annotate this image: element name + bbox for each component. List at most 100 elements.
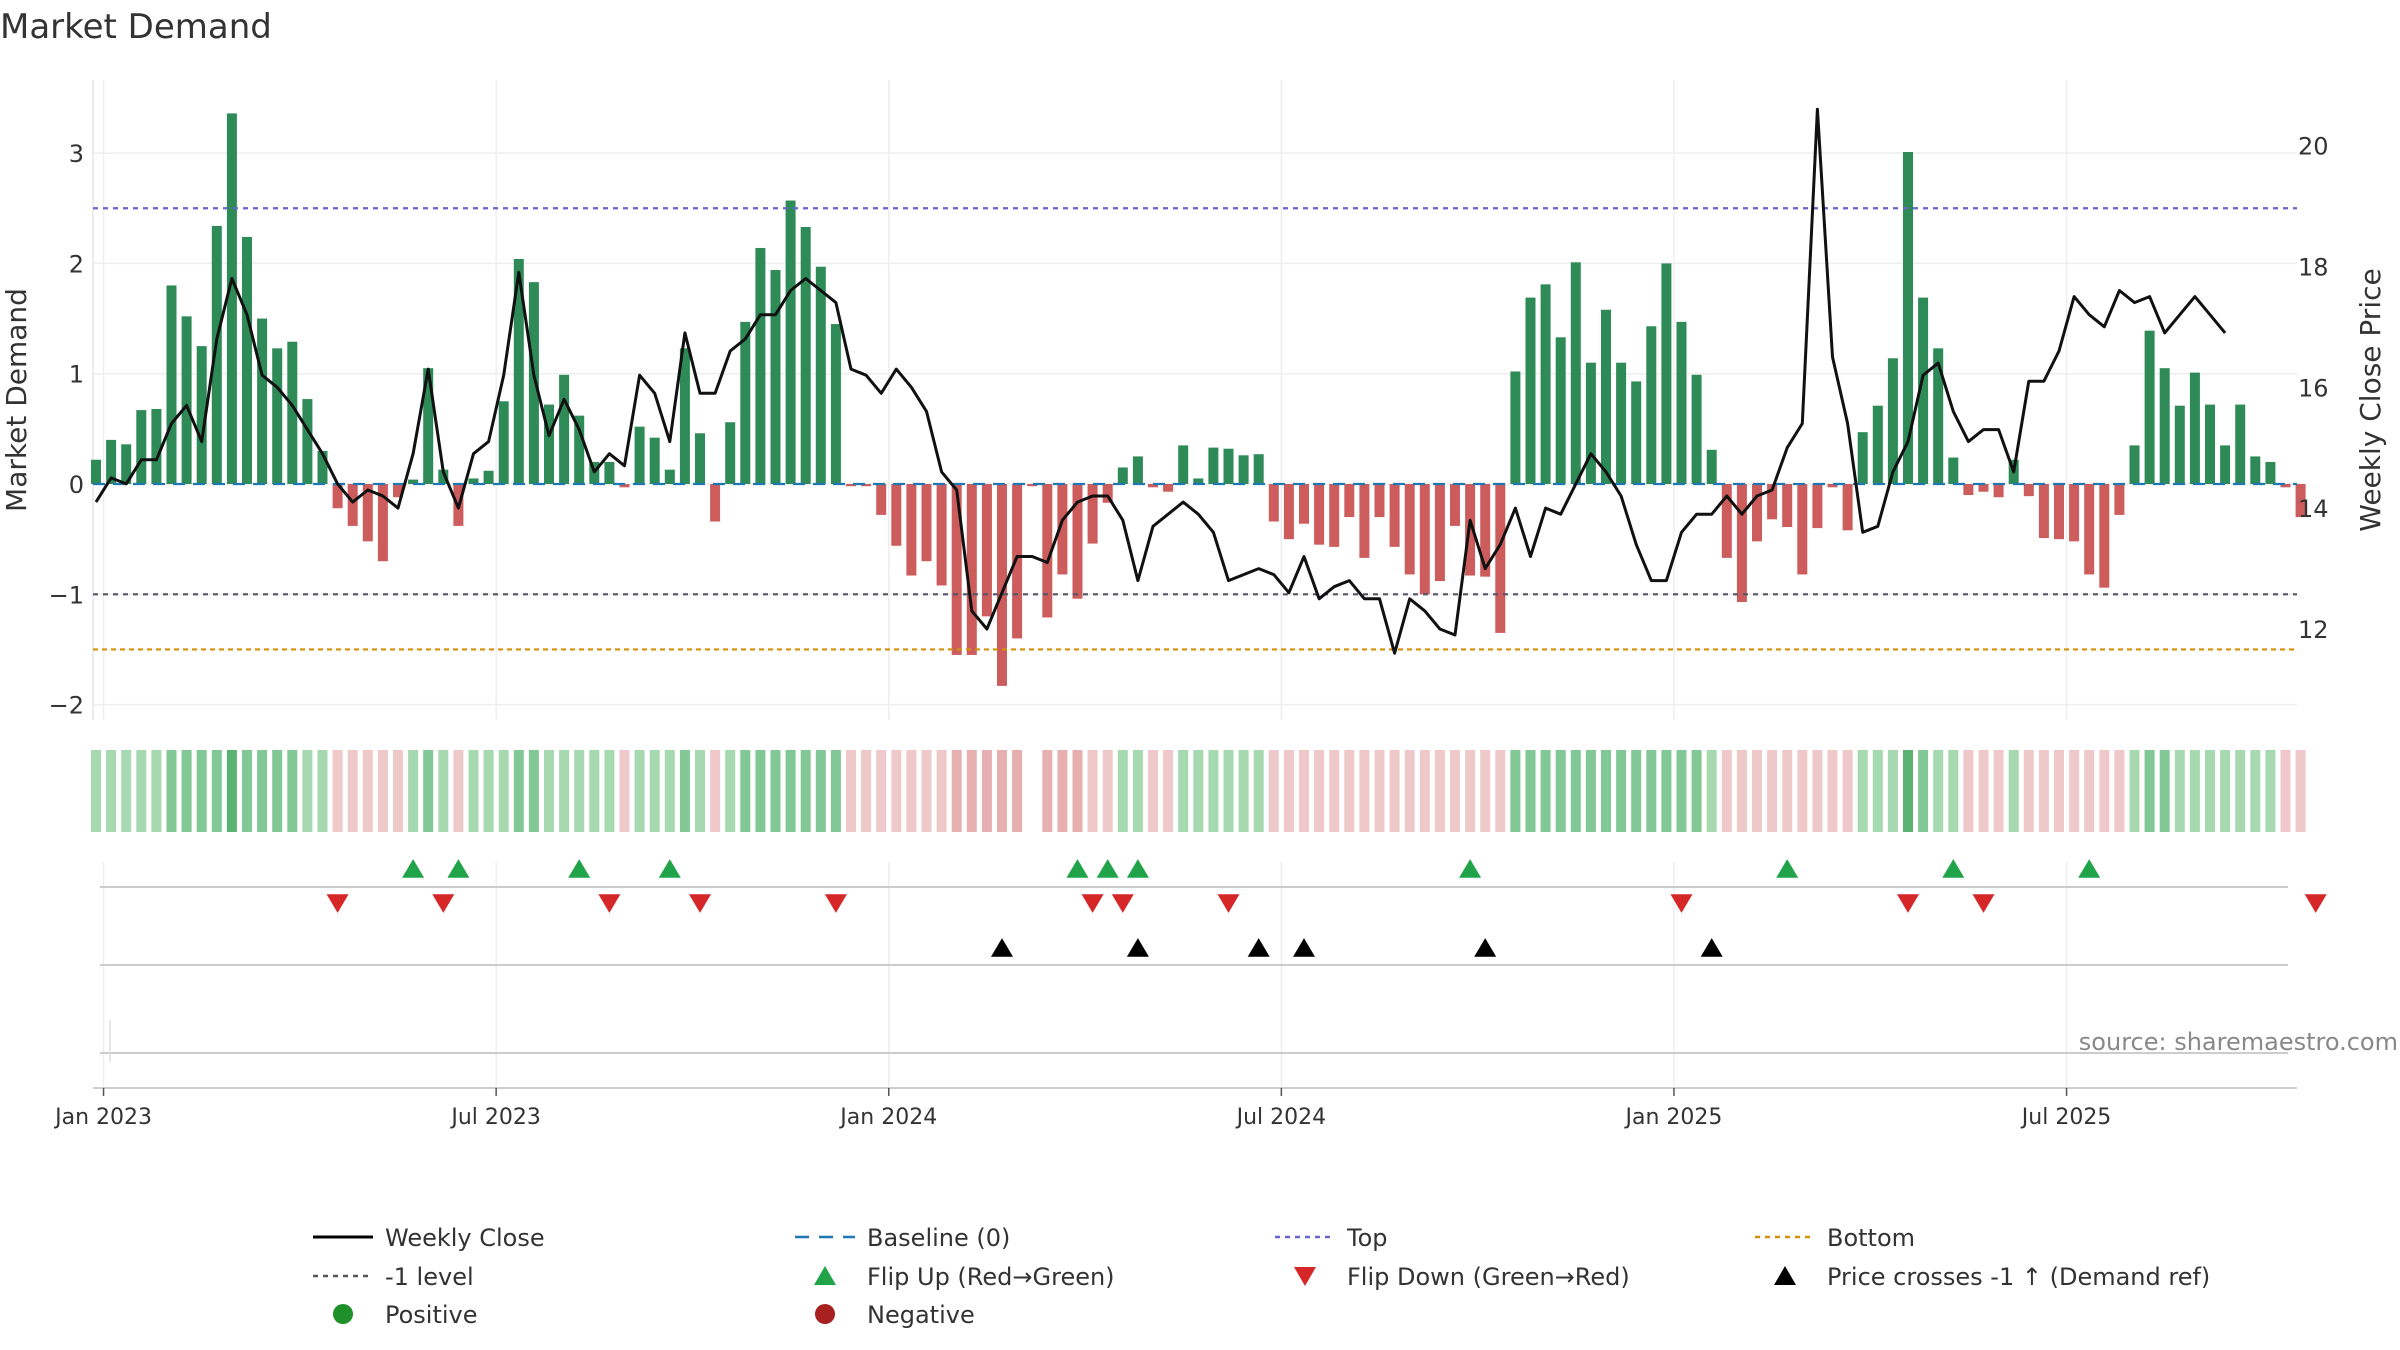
negative-bar bbox=[362, 484, 373, 542]
strip-cell bbox=[423, 750, 434, 832]
strip-cell bbox=[257, 750, 268, 832]
flip-up-marker bbox=[1776, 859, 1799, 878]
strip-cell bbox=[1102, 750, 1113, 832]
positive-bar bbox=[755, 247, 766, 484]
negative-bar bbox=[2038, 484, 2049, 539]
negative-bar bbox=[1978, 484, 1989, 492]
strip-cell bbox=[211, 750, 222, 832]
positive-bar bbox=[1903, 151, 1913, 484]
y-axis-label: Market Demand bbox=[0, 288, 33, 512]
strip-cell bbox=[1661, 750, 1672, 832]
legend-label: Baseline (0) bbox=[867, 1224, 1010, 1252]
positive-bar bbox=[1601, 309, 1611, 484]
flip-down-marker bbox=[432, 894, 455, 913]
strip-cell bbox=[1510, 750, 1521, 832]
strip-cell bbox=[1616, 750, 1627, 832]
negative-bar bbox=[997, 484, 1007, 686]
legend-label: Positive bbox=[385, 1301, 478, 1329]
price-cross-marker bbox=[991, 938, 1013, 957]
strip-cell bbox=[2205, 750, 2215, 832]
strip-cell bbox=[1933, 750, 1944, 832]
positive-bar bbox=[1857, 432, 1868, 484]
strip-cell bbox=[347, 750, 358, 832]
positive-bar bbox=[785, 200, 796, 485]
legend-item: Flip Up (Red→Green) bbox=[814, 1263, 1115, 1291]
positive-bar bbox=[1706, 449, 1717, 484]
negative-bar bbox=[1329, 484, 1340, 547]
strip-cell bbox=[876, 750, 887, 832]
strip-cell bbox=[906, 750, 917, 832]
x-tick-label: Jul 2024 bbox=[1235, 1105, 1327, 1130]
strip-cell bbox=[997, 750, 1007, 832]
strip-cell bbox=[302, 750, 313, 832]
strip-cell bbox=[634, 750, 645, 832]
negative-bar bbox=[1480, 484, 1491, 577]
positive-bar bbox=[483, 470, 494, 484]
strip-cell bbox=[1585, 750, 1596, 832]
positive-bar bbox=[498, 401, 509, 484]
strip-cell bbox=[1601, 750, 1611, 832]
positive-bar bbox=[302, 399, 313, 484]
strip-cell bbox=[151, 750, 162, 832]
strip-cell bbox=[1752, 750, 1762, 832]
positive-bar bbox=[559, 374, 570, 484]
positive-bar bbox=[815, 266, 826, 484]
negative-bar bbox=[1072, 484, 1083, 599]
price-cross-marker bbox=[1247, 938, 1270, 957]
positive-bar bbox=[2205, 404, 2215, 484]
positive-bar bbox=[317, 450, 328, 484]
strip-cell bbox=[649, 750, 660, 832]
flip-down-marker bbox=[1081, 894, 1104, 913]
legend-item: Flip Down (Green→Red) bbox=[1294, 1263, 1630, 1291]
strip-cell bbox=[2265, 750, 2276, 832]
positive-bar bbox=[770, 270, 781, 484]
y-tick-label: 3 bbox=[69, 140, 84, 168]
demand-bars bbox=[91, 113, 2306, 686]
legend-item: Top bbox=[1275, 1224, 1388, 1252]
negative-bar bbox=[2295, 484, 2306, 518]
strip-cell bbox=[1872, 750, 1883, 832]
strip-cell bbox=[1993, 750, 2004, 832]
strip-cell bbox=[1540, 750, 1551, 832]
negative-bar bbox=[1087, 484, 1098, 544]
positive-bar bbox=[1948, 457, 1959, 484]
flip-down-markers bbox=[326, 894, 2327, 913]
negative-bar bbox=[1434, 484, 1445, 582]
strip-cell bbox=[91, 750, 101, 832]
strip-cell bbox=[438, 750, 449, 832]
strip-cell bbox=[1797, 750, 1808, 832]
positive-bar bbox=[1132, 456, 1143, 484]
negative-bar bbox=[1963, 484, 1974, 496]
positive-bar bbox=[1238, 455, 1249, 484]
positive-bar bbox=[181, 316, 192, 484]
positive-bar bbox=[2159, 368, 2170, 484]
demand-strip bbox=[91, 750, 2306, 832]
strip-cell bbox=[483, 750, 494, 832]
y2-axis-label: Weekly Close Price bbox=[2354, 268, 2387, 531]
x-tick-label: Jan 2025 bbox=[1623, 1105, 1722, 1130]
flip-up-marker bbox=[2078, 859, 2101, 878]
positive-bar bbox=[2144, 330, 2155, 484]
positive-bar bbox=[1223, 448, 1234, 484]
price-cross-marker bbox=[1474, 938, 1497, 957]
strip-cell bbox=[2159, 750, 2170, 832]
legend-label: Flip Down (Green→Red) bbox=[1347, 1263, 1630, 1291]
strip-cell bbox=[317, 750, 328, 832]
strip-cell bbox=[2144, 750, 2155, 832]
strip-cell bbox=[755, 750, 766, 832]
positive-bar bbox=[272, 348, 283, 484]
negative-bar bbox=[846, 484, 856, 487]
legend-label: Flip Up (Red→Green) bbox=[867, 1263, 1115, 1291]
flip-up-marker bbox=[1459, 859, 1482, 878]
positive-bar bbox=[634, 426, 645, 484]
x-axis-ticks: Jan 2023 Jul 2023 Jan 2024 Jul 2024 Jan 2025… bbox=[53, 1088, 2111, 1130]
strip-cell bbox=[2250, 750, 2261, 832]
y-tick-label: −2 bbox=[49, 692, 84, 720]
strip-cell bbox=[121, 750, 132, 832]
strip-cell bbox=[921, 750, 932, 832]
strip-cell bbox=[1782, 750, 1793, 832]
legend-label: Top bbox=[1346, 1224, 1388, 1252]
legend-swatch bbox=[1774, 1266, 1796, 1285]
strip-cell bbox=[846, 750, 856, 832]
strip-cell bbox=[2023, 750, 2034, 832]
